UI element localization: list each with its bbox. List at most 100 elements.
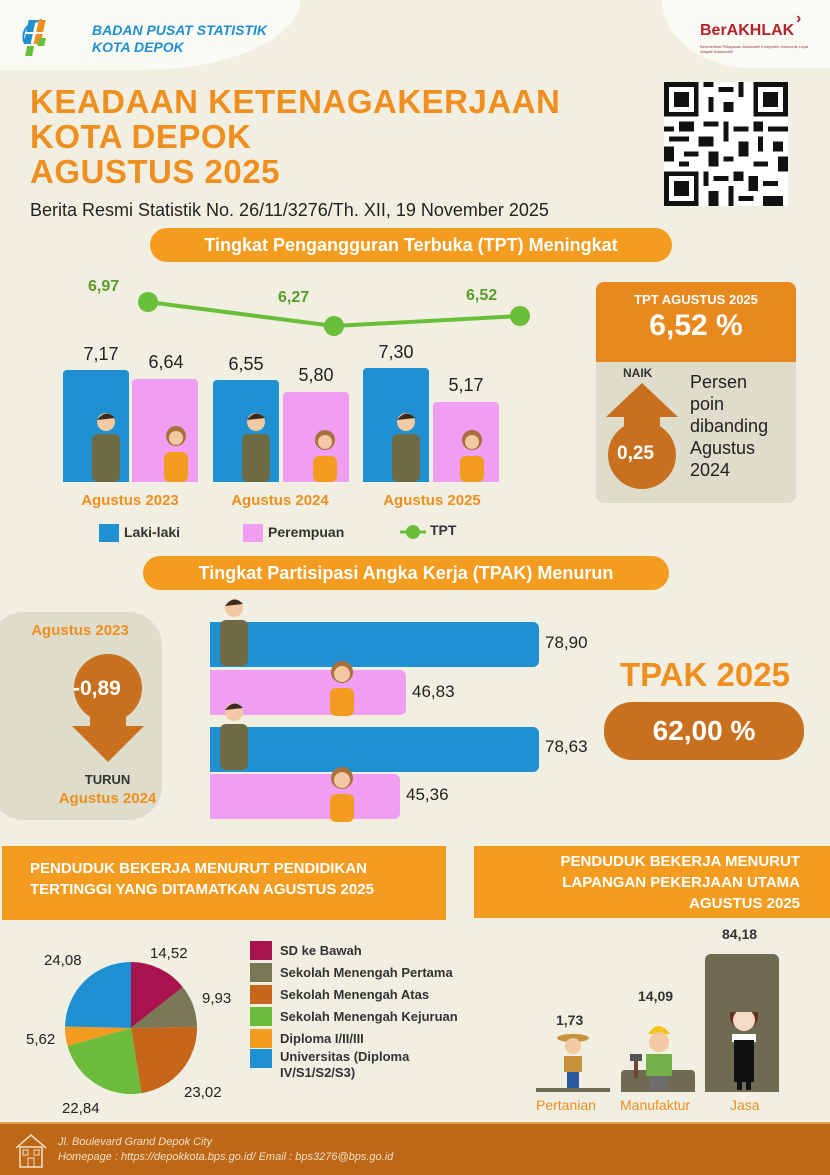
footer-contact[interactable]: Homepage : https://depokkota.bps.go.id/ … [58, 1151, 394, 1163]
service-worker-icon [730, 1012, 758, 1090]
arrow-down-icon [72, 654, 144, 762]
legend-item-smk: Sekolah Menengah Kejuruan [250, 1005, 470, 1027]
footer: Jl. Boulevard Grand Depok City Homepage … [0, 1122, 830, 1175]
sector-value-manufaktur: 14,09 [638, 988, 674, 1004]
tpak-bar-male-2023 [210, 622, 539, 667]
female-person-icon [330, 661, 354, 822]
pie-slice-sma [131, 1026, 198, 1094]
org-name: BADAN PUSAT STATISTIK KOTA DEPOK [92, 22, 267, 55]
tpak-label-female-2024: 45,36 [406, 785, 449, 804]
male-person-icon [220, 599, 248, 770]
tpak-change-value: -0,89 [73, 677, 121, 700]
bar-label-female-2023: 6,64 [148, 352, 184, 372]
year-label-2024: Agustus 2024 [231, 492, 329, 509]
tpt-point [324, 316, 344, 336]
legend-item-sd: SD ke Bawah [250, 939, 470, 961]
sector-label-jasa: Jasa [730, 1097, 760, 1113]
tpt-point [138, 292, 158, 312]
tpak-label-female-2023: 46,83 [412, 682, 455, 701]
sector-bar-pertanian [536, 1088, 610, 1092]
pie-label-sma: 23,02 [184, 1084, 222, 1101]
tpt-direction-label: NAIK [623, 366, 653, 380]
sector-label-manufaktur: Manufaktur [620, 1097, 691, 1113]
tpak-total-title: TPAK 2025 [620, 656, 790, 693]
tpt-value-2023: 6,97 [88, 278, 120, 295]
legend-swatch [250, 962, 272, 982]
pie-slice-diploma [64, 1026, 131, 1046]
pie-label-sd: 14,52 [150, 945, 188, 962]
bar-label-male-2023: 7,17 [83, 344, 119, 364]
footer-address: Jl. Boulevard Grand Depok City [58, 1136, 213, 1148]
pie-slice-smk [67, 1028, 142, 1095]
page-title: KEADAAN KETENAGAKERJAAN KOTA DEPOK AGUST… [30, 83, 561, 190]
education-pie-chart [64, 962, 198, 1095]
tpt-value-2025: 6,52 [466, 287, 498, 304]
tpt-summary-value: 6,52 % [649, 309, 743, 342]
male-person-icon [92, 413, 420, 482]
tpt-change-description: Persen poin dibanding Agustus 2024 [690, 372, 769, 480]
tpak-direction-label: TURUN [84, 772, 131, 787]
house-icon [15, 1134, 47, 1168]
pie-slice-smp [131, 987, 197, 1028]
legend-swatch-female [243, 524, 263, 542]
bps-logo-icon [22, 19, 46, 56]
legend-line-marker-icon [400, 525, 426, 539]
sector-label-pertanian: Pertanian [536, 1097, 596, 1113]
legend-item-diploma: Diploma I/II/III [250, 1027, 470, 1049]
tpak-bar-female-2023 [210, 670, 406, 715]
tpak-to-year: Agustus 2024 [58, 790, 157, 807]
sector-section-banner: PENDUDUK BEKERJA MENURUT LAPANGAN PEKERJ… [474, 846, 830, 918]
legend-label-tpt: TPT [430, 522, 457, 538]
legend-item-smp: Sekolah Menengah Pertama [250, 961, 470, 983]
tpak-section-banner: Tingkat Partisipasi Angka Kerja (TPAK) M… [143, 556, 669, 590]
person-illustrations [92, 413, 484, 482]
tpt-change-value: 0,25 [617, 443, 654, 464]
tpak-bar-male-2024 [210, 727, 539, 772]
sector-value-jasa: 84,18 [722, 926, 758, 942]
arrow-up-icon [606, 383, 678, 489]
pie-label-universitas: 24,08 [44, 952, 82, 969]
pie-slice-universitas [65, 962, 131, 1028]
legend-label-male: Laki-laki [124, 524, 181, 540]
berakhlak-subtitle: Berorientasi Pelayanan Akuntabel Kompete… [700, 44, 809, 54]
bar-label-male-2024: 6,55 [228, 354, 264, 374]
year-label-2023: Agustus 2023 [81, 492, 179, 509]
sector-worker-illustrations [557, 1012, 758, 1090]
bar-label-male-2025: 7,30 [378, 342, 414, 362]
legend-item-universitas: Universitas (Diploma IV/S1/S2/S3) [250, 1049, 470, 1085]
tpak-change-box [0, 612, 162, 820]
legend-swatch [250, 1028, 272, 1048]
tpt-value-2024: 6,27 [278, 289, 310, 306]
qr-code-icon[interactable] [664, 82, 788, 206]
tpak-bar-female-2024 [210, 774, 400, 819]
legend-swatch [250, 984, 272, 1004]
year-label-2025: Agustus 2025 [383, 492, 481, 509]
education-legend: SD ke Bawah Sekolah Menengah Pertama Sek… [250, 939, 470, 1085]
tpak-label-male-2024: 78,63 [545, 737, 588, 756]
pie-slice-sd [131, 962, 183, 1028]
legend-swatch [250, 940, 272, 960]
farmer-icon [557, 1034, 589, 1088]
tpak-total-value: 62,00 % [604, 702, 804, 760]
construction-worker-icon [630, 1026, 672, 1090]
legend-item-sma: Sekolah Menengah Atas [250, 983, 470, 1005]
bar-label-female-2024: 5,80 [298, 365, 334, 385]
tpt-summary-title: TPT AGUSTUS 2025 [634, 292, 758, 307]
tpt-section-banner: Tingkat Pengangguran Terbuka (TPT) Menin… [150, 228, 672, 262]
tpt-trend-line [138, 292, 530, 336]
bar-label-female-2025: 5,17 [448, 375, 484, 395]
pie-label-smp: 9,93 [202, 990, 232, 1007]
tpt-point [510, 306, 530, 326]
sector-value-pertanian: 1,73 [556, 1012, 584, 1028]
chevron-right-icon: › [796, 10, 802, 27]
legend-swatch [250, 1049, 272, 1068]
legend-swatch-male [99, 524, 119, 542]
pie-label-smk: 22,84 [62, 1100, 100, 1117]
pie-label-diploma: 5,62 [26, 1031, 56, 1048]
press-release-number: Berita Resmi Statistik No. 26/11/3276/Th… [30, 200, 549, 220]
berakhlak-title: BerAKHLAK [700, 22, 795, 39]
tpak-person-illustrations [220, 599, 354, 822]
education-section-banner: PENDUDUK BEKERJA MENURUT PENDIDIKAN TERT… [2, 846, 446, 920]
tpak-from-year: Agustus 2023 [31, 622, 129, 639]
legend-swatch [250, 1006, 272, 1026]
